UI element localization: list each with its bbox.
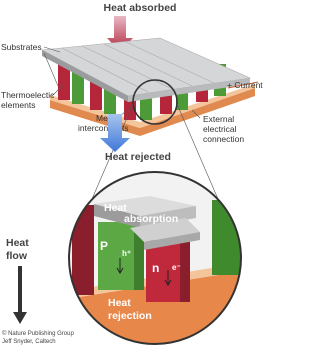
diagram: Heat absorbed — [1, 2, 263, 345]
heat-flow-label: Heat — [6, 237, 29, 249]
credit: Jeff Snyder, Caltech — [2, 339, 56, 345]
p-label: P — [100, 239, 108, 253]
heat-rejection-label: rejection — [108, 310, 152, 322]
credit: © Nature Publishing Group — [2, 330, 74, 337]
elements-label: elements — [1, 100, 36, 110]
heat-flow-arrow — [13, 266, 27, 324]
external-label: connection — [203, 134, 244, 144]
elements-label: Thermoelectic — [1, 90, 55, 100]
external-label: External — [203, 114, 234, 124]
module — [40, 37, 259, 136]
page: {"title": "Heat absorbed", "labels": { "… — [0, 0, 264, 347]
heat-rejected-label: Heat rejected — [105, 151, 171, 163]
metal-label: interconnects — [78, 123, 129, 133]
heat-absorption-label: absorption — [124, 213, 178, 225]
zoom-view — [69, 172, 241, 344]
zoom-circle — [68, 171, 242, 345]
current-label: + Current — [227, 80, 263, 90]
heat-absorption-label: Heat — [104, 202, 127, 214]
external-label: electrical — [203, 124, 237, 134]
electron-label: e⁻ — [172, 263, 181, 272]
metal-label: Metal — [96, 113, 117, 123]
title: Heat absorbed — [104, 2, 177, 14]
n-label: n — [152, 261, 159, 275]
hole-label: h⁺ — [122, 249, 131, 258]
heat-rejection-label: Heat — [108, 297, 131, 309]
heat-flow-label: flow — [6, 250, 28, 262]
substrates-label: Substrates — [1, 42, 42, 52]
heat-out-arrow — [100, 114, 130, 152]
